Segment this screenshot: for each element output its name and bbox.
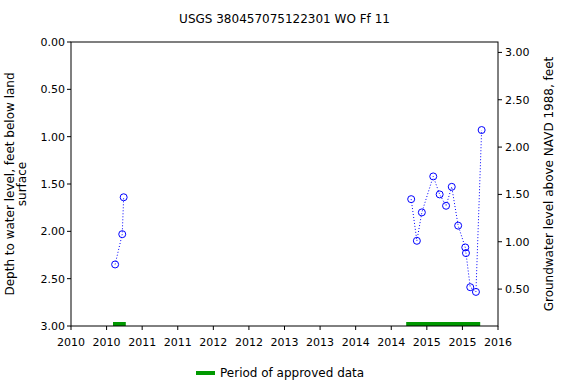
x-tick-label: 2011 [164, 336, 192, 349]
y-tick [67, 42, 71, 43]
x-tick [71, 326, 72, 330]
y-tick [67, 89, 71, 90]
y2-tick-label: 3.00 [505, 46, 530, 59]
x-tick [142, 326, 143, 330]
data-point [455, 222, 462, 229]
x-tick [106, 326, 107, 330]
y-tick-label: 2.50 [41, 273, 66, 286]
data-point [112, 261, 119, 268]
x-tick-label: 2010 [93, 336, 121, 349]
y2-tick-label: 1.50 [505, 188, 530, 201]
x-tick-label: 2010 [57, 336, 85, 349]
y2-tick [498, 52, 502, 53]
legend-label: Period of approved data [220, 366, 364, 380]
y-tick-label: 1.00 [41, 131, 66, 144]
y2-tick [498, 99, 502, 100]
y2-axis-label: Groundwater level above NAVD 1988, feet [542, 56, 556, 311]
data-point [443, 202, 450, 209]
y-tick-label: 2.00 [41, 225, 66, 238]
x-tick-label: 2013 [306, 336, 334, 349]
y-axis-label: surface [15, 162, 29, 206]
x-tick-label: 2014 [377, 336, 405, 349]
data-point [418, 209, 425, 216]
data-point [408, 196, 415, 203]
x-tick-label: 2015 [413, 336, 441, 349]
x-tick-label: 2012 [199, 336, 227, 349]
data-point [413, 237, 420, 244]
x-tick-label: 2014 [342, 336, 370, 349]
y2-tick [498, 194, 502, 195]
y-tick-label: 0.50 [41, 83, 66, 96]
x-tick [320, 326, 321, 330]
data-point [436, 191, 443, 198]
y-tick-label: 0.00 [41, 36, 66, 49]
background [0, 0, 576, 384]
approved-period [113, 322, 126, 326]
data-point [478, 127, 485, 134]
x-tick-label: 2013 [271, 336, 299, 349]
series-line [115, 130, 482, 292]
x-tick [462, 326, 463, 330]
data-point [120, 194, 127, 201]
y-tick [67, 326, 71, 327]
x-tick [391, 326, 392, 330]
x-tick [426, 326, 427, 330]
y-tick [67, 231, 71, 232]
y-tick [67, 136, 71, 137]
plot-area [112, 127, 486, 324]
data-point [430, 173, 437, 180]
x-tick-label: 2012 [235, 336, 263, 349]
y-tick [67, 184, 71, 185]
approved-period [406, 322, 480, 326]
y2-tick-label: 1.00 [505, 236, 530, 249]
y-tick-label: 1.50 [41, 178, 66, 191]
y2-tick [498, 289, 502, 290]
x-tick [284, 326, 285, 330]
data-point [448, 183, 455, 190]
plot-frame [71, 42, 498, 326]
x-tick [177, 326, 178, 330]
x-tick-label: 2011 [128, 336, 156, 349]
y-tick [67, 278, 71, 279]
y2-tick-label: 2.50 [505, 94, 530, 107]
y2-tick [498, 147, 502, 148]
title: USGS 380457075122301 WO Ff 11 [179, 12, 390, 26]
chart: USGS 380457075122301 WO Ff 11Depth to wa… [0, 0, 576, 384]
x-tick [355, 326, 356, 330]
y2-tick [498, 241, 502, 242]
data-point [472, 288, 479, 295]
x-tick [213, 326, 214, 330]
y2-tick-label: 2.00 [505, 141, 530, 154]
y-tick-label: 3.00 [41, 320, 66, 333]
data-point [119, 231, 126, 238]
x-tick-label: 2015 [448, 336, 476, 349]
x-tick [248, 326, 249, 330]
x-tick [498, 326, 499, 330]
x-tick-label: 2016 [484, 336, 512, 349]
y2-tick-label: 0.50 [505, 283, 530, 296]
data-point [462, 250, 469, 257]
legend-swatch [196, 371, 215, 375]
